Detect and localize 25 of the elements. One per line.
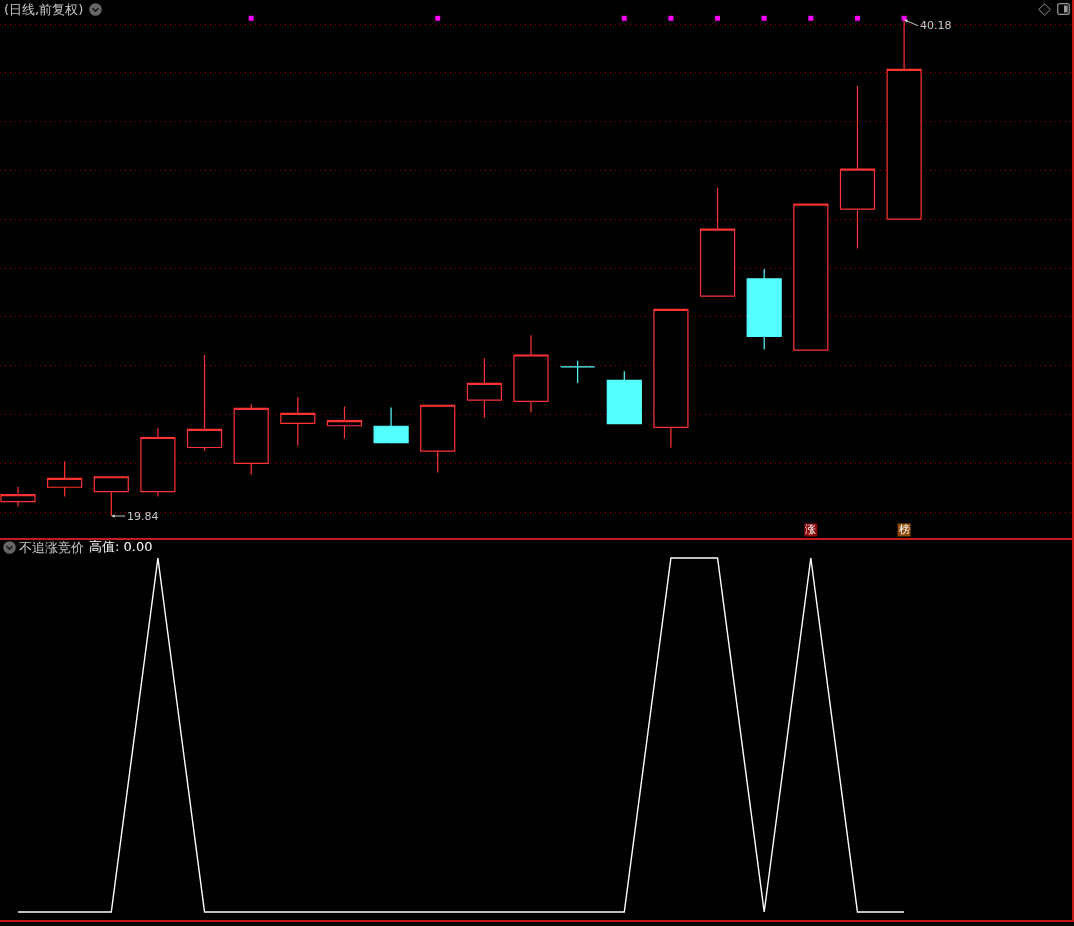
candlestick <box>326 405 363 440</box>
candlestick <box>746 268 782 350</box>
data-label: 涨 <box>805 522 817 536</box>
candlestick <box>47 460 83 498</box>
candlestick <box>140 427 176 498</box>
chart-title: 不追涨竞价 <box>19 539 84 555</box>
candlestick <box>653 308 689 449</box>
candlestick <box>513 334 549 414</box>
candlestick <box>420 404 456 474</box>
candlestick <box>793 203 829 351</box>
candlestick <box>280 396 316 447</box>
candlestick <box>466 357 502 419</box>
text: 40.18 <box>920 19 952 32</box>
candlestick <box>699 187 736 297</box>
text: 19.84 <box>127 510 159 523</box>
candlestick <box>839 85 876 249</box>
candlestick <box>233 403 269 476</box>
candlestick <box>186 354 223 452</box>
data-label: 榜 <box>898 522 910 536</box>
candlestick <box>373 406 409 445</box>
chart-title: (日线,前复权) <box>4 1 84 17</box>
candlestick <box>606 370 642 425</box>
candlestick <box>560 360 596 384</box>
text: 高值: 0.00 <box>89 539 153 555</box>
candlestick <box>93 476 129 517</box>
